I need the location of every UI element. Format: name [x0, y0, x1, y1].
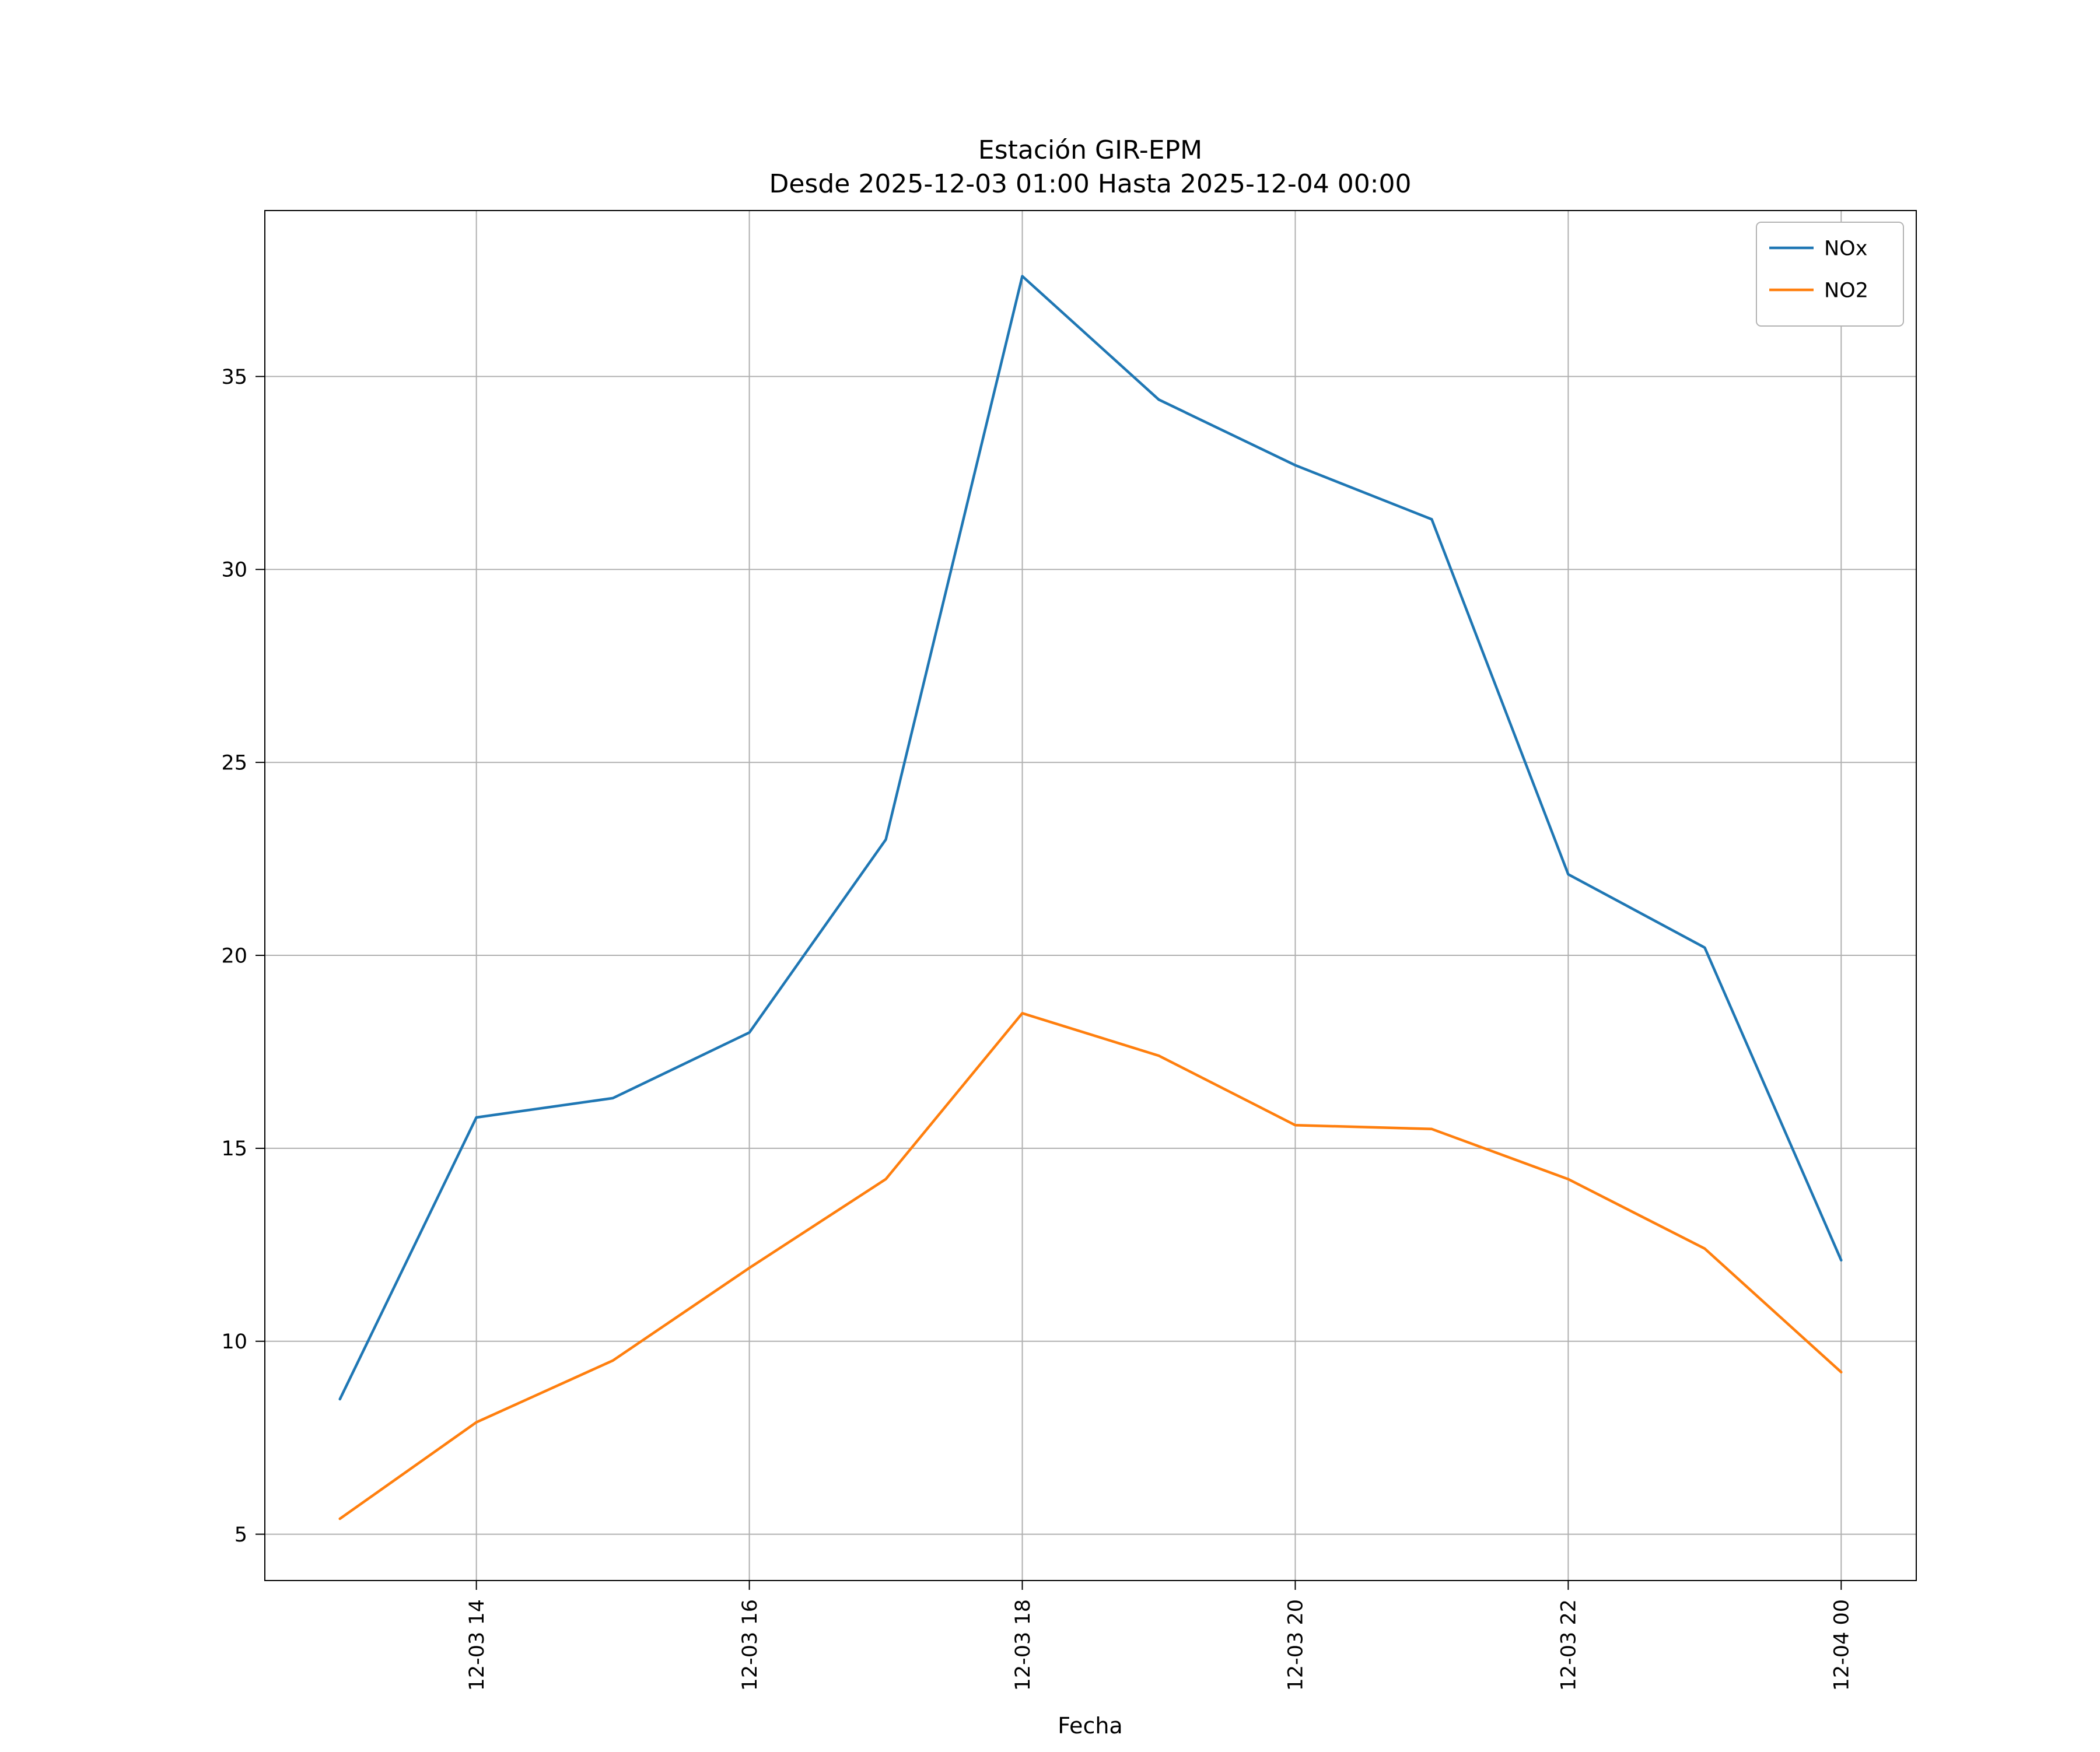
- plot-background: [265, 211, 1916, 1581]
- y-tick-label: 10: [221, 1330, 247, 1354]
- x-tick-label: 12-03 20: [1284, 1599, 1308, 1691]
- legend-label-nox: NOx: [1824, 237, 1867, 260]
- x-tick-label: 12-03 14: [466, 1599, 489, 1691]
- chart-title-line1: Estación GIR-EPM: [978, 135, 1202, 165]
- y-tick-label: 20: [221, 944, 247, 968]
- nox-line: [338, 275, 1843, 1401]
- y-tick-label: 25: [221, 751, 247, 775]
- tick-labels: 12-03 14 12-03 16 12-03 18 12-03 20 12-03 22…: [221, 366, 1853, 1691]
- x-tick-label: 12-03 18: [1012, 1599, 1035, 1691]
- x-tick-label: 12-03 22: [1558, 1599, 1581, 1691]
- chart-title-line2: Desde 2025-12-03 01:00 Hasta 2025-12-04 …: [769, 169, 1411, 199]
- y-tick-label: 15: [221, 1137, 247, 1161]
- x-tick-label: 12-03 16: [738, 1599, 762, 1691]
- axes-spines: [264, 210, 1917, 1581]
- gridlines: [265, 211, 1916, 1581]
- y-tick-label: 35: [221, 366, 247, 389]
- legend: NOx NO2: [1756, 222, 1904, 327]
- x-axis-label: Fecha: [1058, 1713, 1122, 1739]
- no2-line: [338, 1012, 1843, 1520]
- x-tick-label: 12-04 00: [1831, 1599, 1854, 1691]
- series-lines: [338, 275, 1843, 1520]
- tick-marks: [256, 376, 1842, 1590]
- legend-label-no2: NO2: [1824, 279, 1868, 302]
- y-tick-label: 30: [221, 559, 247, 582]
- y-tick-label: 5: [235, 1523, 247, 1547]
